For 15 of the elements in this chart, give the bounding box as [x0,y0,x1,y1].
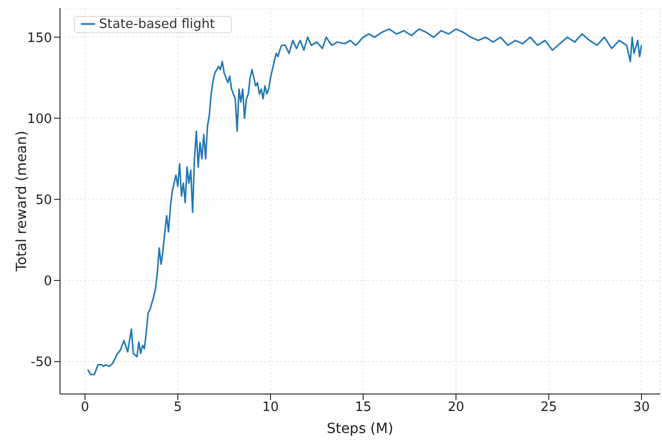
x-tick-label: 5 [174,400,182,416]
y-tick-label: -50 [30,355,52,370]
y-tick-label: 150 [27,30,52,46]
x-tick-label: 10 [262,400,279,416]
legend-label: State-based flight [99,17,215,32]
x-tick-label: 15 [354,400,372,416]
x-axis-title: Steps (M) [326,421,394,437]
x-tick-label: 0 [80,400,90,416]
y-axis-title: Total reward (mean) [14,130,30,272]
y-tick-label: 100 [27,112,52,127]
y-tick-label: 0 [44,274,52,290]
y-tick-label: 50 [35,192,52,208]
x-tick-label: 20 [448,400,464,416]
x-tick-label: 25 [540,400,557,416]
x-tick-label: 30 [633,400,650,416]
